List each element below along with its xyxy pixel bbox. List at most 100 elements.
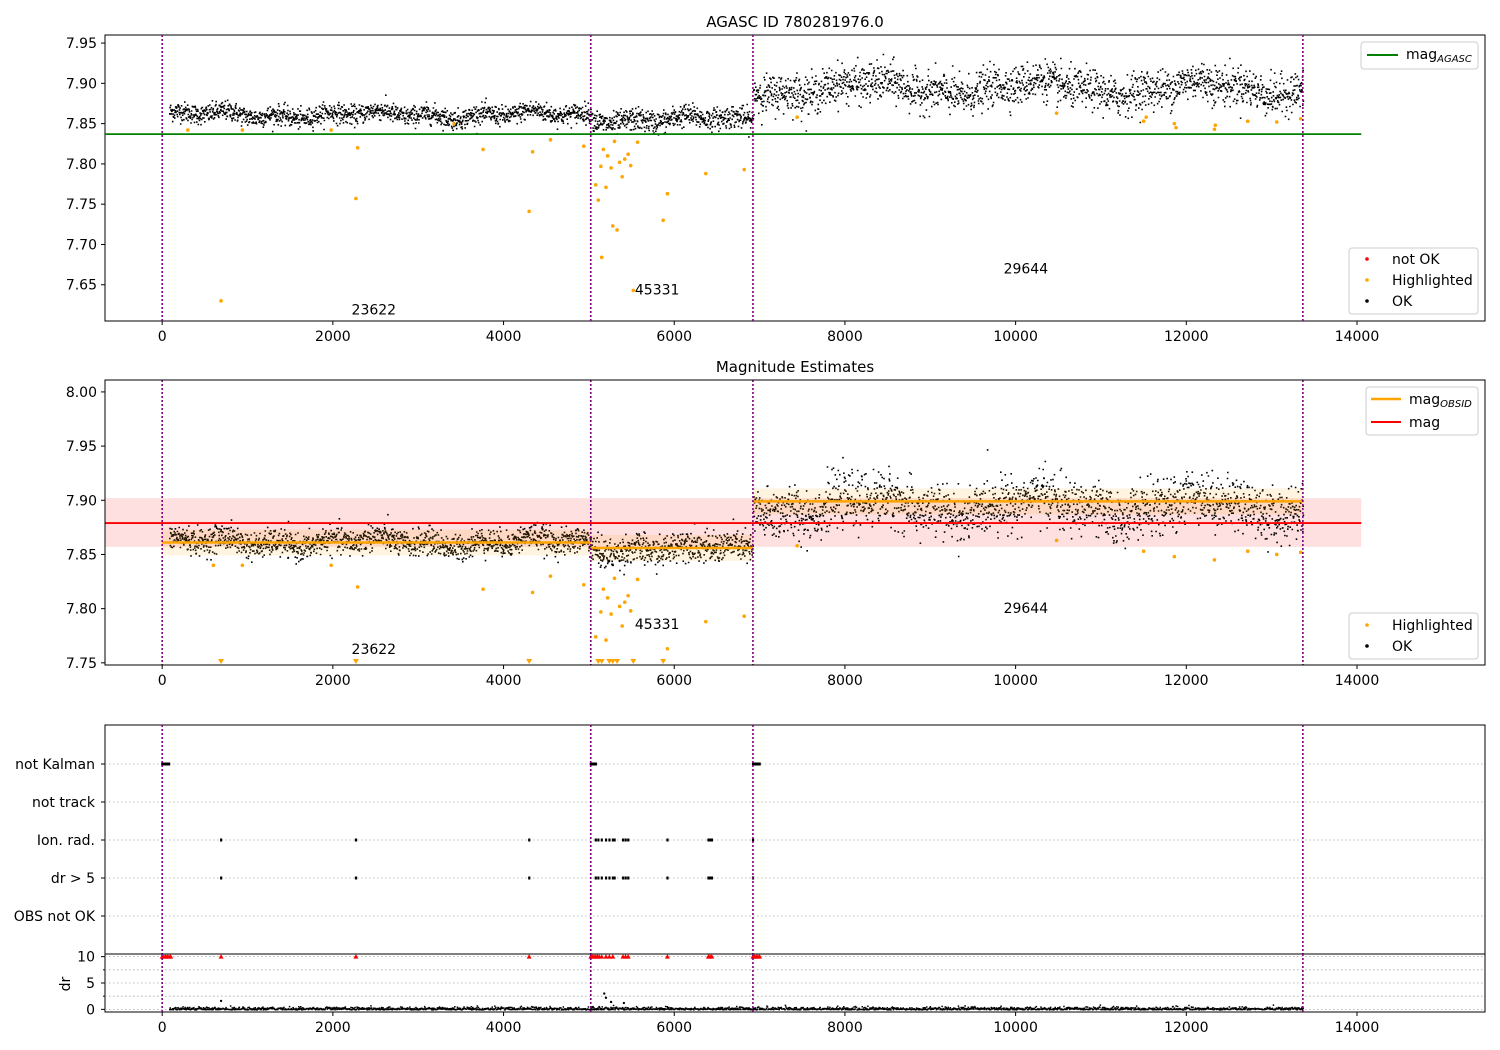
mag-highlighted-point [622, 600, 627, 604]
mag-highlighted-point [635, 577, 640, 582]
dr-clipped-marker [526, 954, 532, 959]
mag-clipped-marker [614, 659, 621, 664]
mag-ok-points [169, 449, 1305, 576]
agasc-highlighted-point [742, 167, 747, 172]
mag-xtick-label: 14000 [1335, 673, 1380, 689]
flag-event-marker [600, 838, 603, 842]
agasc-highlighted-point [452, 121, 456, 126]
mag-highlighted-point [1212, 558, 1217, 562]
flag-event-marker [608, 876, 611, 880]
agasc-xtick-label: 2000 [315, 329, 351, 345]
flag-event-marker [613, 876, 616, 880]
legend-mag: mag [1409, 415, 1440, 431]
legend-mag-agasc-main: mag [1406, 47, 1437, 63]
mag-ytick-label: 7.90 [66, 493, 97, 509]
mag-estimates-title: Magnitude Estimates [716, 358, 874, 376]
dr-ytick-label: 10 [77, 950, 95, 966]
agasc-highlighted-point [1174, 125, 1178, 130]
legend-mag-agasc-sub: AGASC [1436, 54, 1472, 65]
mag-xtick-label: 0 [158, 673, 167, 689]
mag-ytick-label: 7.95 [66, 439, 97, 455]
flag-row-label: dr > 5 [51, 871, 95, 887]
dr-outlier-point [622, 1001, 626, 1005]
agasc-x-ticks: 0 2000 4000 6000 8000 10000 12000 14000 [158, 321, 1380, 345]
flag-event-marker [707, 838, 710, 842]
agasc-highlighted-point [1054, 111, 1059, 115]
flag-event-marker [624, 838, 627, 842]
dr-outlier-point [603, 992, 606, 995]
agasc-annotations: 23622 45331 29644 [352, 261, 1049, 318]
svg-text:magOBSID: magOBSID [1409, 392, 1472, 410]
mag-obsid-annotation: 23622 [352, 642, 397, 658]
flag-event-marker [622, 838, 625, 842]
mag-clipped-marker [598, 659, 605, 664]
mag-estimates-axes: Magnitude Estimates 0 2000 4000 6000 8000 100… [66, 358, 1486, 689]
flag-event-marker [709, 838, 712, 842]
agasc-highlighted-point [354, 196, 358, 201]
agasc-xtick-label: 0 [158, 329, 167, 345]
mag-highlighted-point [665, 646, 670, 651]
flag-event-marker [600, 876, 603, 880]
flag-event-marker [709, 876, 712, 880]
flag-event-marker [756, 762, 760, 766]
mag-highlighted-point [211, 563, 216, 568]
agasc-highlighted-point [609, 166, 613, 170]
agasc-xtick-label: 12000 [1164, 329, 1209, 345]
mag-ytick-label: 8.00 [66, 385, 97, 401]
legend-ok: OK [1392, 294, 1413, 310]
agasc-obsid-annotation: 45331 [635, 282, 680, 298]
agasc-highlighted-point [548, 137, 553, 142]
legend-not-ok: not OK [1392, 252, 1440, 268]
flag-event-marker [622, 876, 625, 880]
dr-xtick-label: 2000 [315, 1020, 351, 1036]
flag-event-marker [608, 838, 611, 842]
agasc-ytick-label: 7.70 [66, 237, 97, 253]
dr-clipped-marker [218, 954, 224, 959]
agasc-y-ticks: 7.65 7.70 7.75 7.80 7.85 7.90 7.95 [66, 36, 105, 294]
agasc-ytick-label: 7.80 [66, 157, 97, 173]
flags-rows: not Kalman not track Ion. rad. dr > 5 OBS no… [14, 757, 1485, 925]
agasc-highlighted-point [481, 147, 485, 152]
agasc-highlighted-point [635, 140, 640, 144]
mag-highlighted-point [601, 587, 606, 591]
agasc-highlighted-point [1298, 116, 1303, 121]
flag-event-marker [611, 838, 614, 842]
dr-clipped-marker [168, 954, 174, 959]
mag-highlighted-point [548, 574, 553, 578]
flag-event-marker [594, 762, 597, 766]
mag-highlighted-point [1274, 552, 1279, 557]
mag-clipped-marker [218, 659, 225, 664]
mag-xtick-label: 8000 [827, 673, 863, 689]
mag-estimates-legend-bottom: Highlighted OK [1348, 612, 1479, 660]
flag-event-marker [220, 838, 223, 842]
flag-event-marker [611, 876, 614, 880]
svg-text:magAGASC: magAGASC [1406, 47, 1472, 65]
flag-event-marker [613, 838, 616, 842]
agasc-highlighted-point [185, 128, 190, 132]
dr-outlier-point [609, 1000, 613, 1004]
agasc-obsid-annotation: 23622 [352, 303, 397, 319]
mag-clipped-marker [526, 659, 533, 664]
mag-obsid-annotation: 45331 [635, 617, 680, 633]
agasc-axes: AGASC ID 780281976.0 0 2000 4000 6000 8000 10… [66, 13, 1486, 345]
mag-highlighted-point [626, 593, 630, 598]
agasc-xtick-label: 8000 [827, 329, 863, 345]
flag-event-marker [589, 762, 592, 766]
agasc-highlighted-point [593, 183, 598, 187]
agasc-xtick-label: 14000 [1335, 329, 1380, 345]
dr-clipped-marker [606, 954, 612, 959]
dr-clipped-marker [610, 954, 616, 959]
mag-ytick-label: 7.75 [66, 656, 97, 672]
mag-estimates-annotations: 23622 45331 29644 [352, 601, 1049, 658]
dr-xtick-label: 0 [158, 1020, 167, 1036]
agasc-highlighted-point [626, 152, 630, 157]
agasc-ytick-label: 7.90 [66, 76, 97, 92]
flag-event-marker [710, 876, 713, 880]
dr-xtick-label: 10000 [993, 1020, 1038, 1036]
mag-estimates-plot-frame [104, 379, 1486, 666]
mag-clipped-marker [630, 659, 637, 664]
mag-xtick-label: 6000 [656, 673, 692, 689]
dr-outlier-point [219, 999, 223, 1003]
mag-estimates-y-ticks: 7.75 7.80 7.85 7.90 7.95 8.00 [66, 385, 105, 672]
mag-xtick-label: 10000 [993, 673, 1038, 689]
